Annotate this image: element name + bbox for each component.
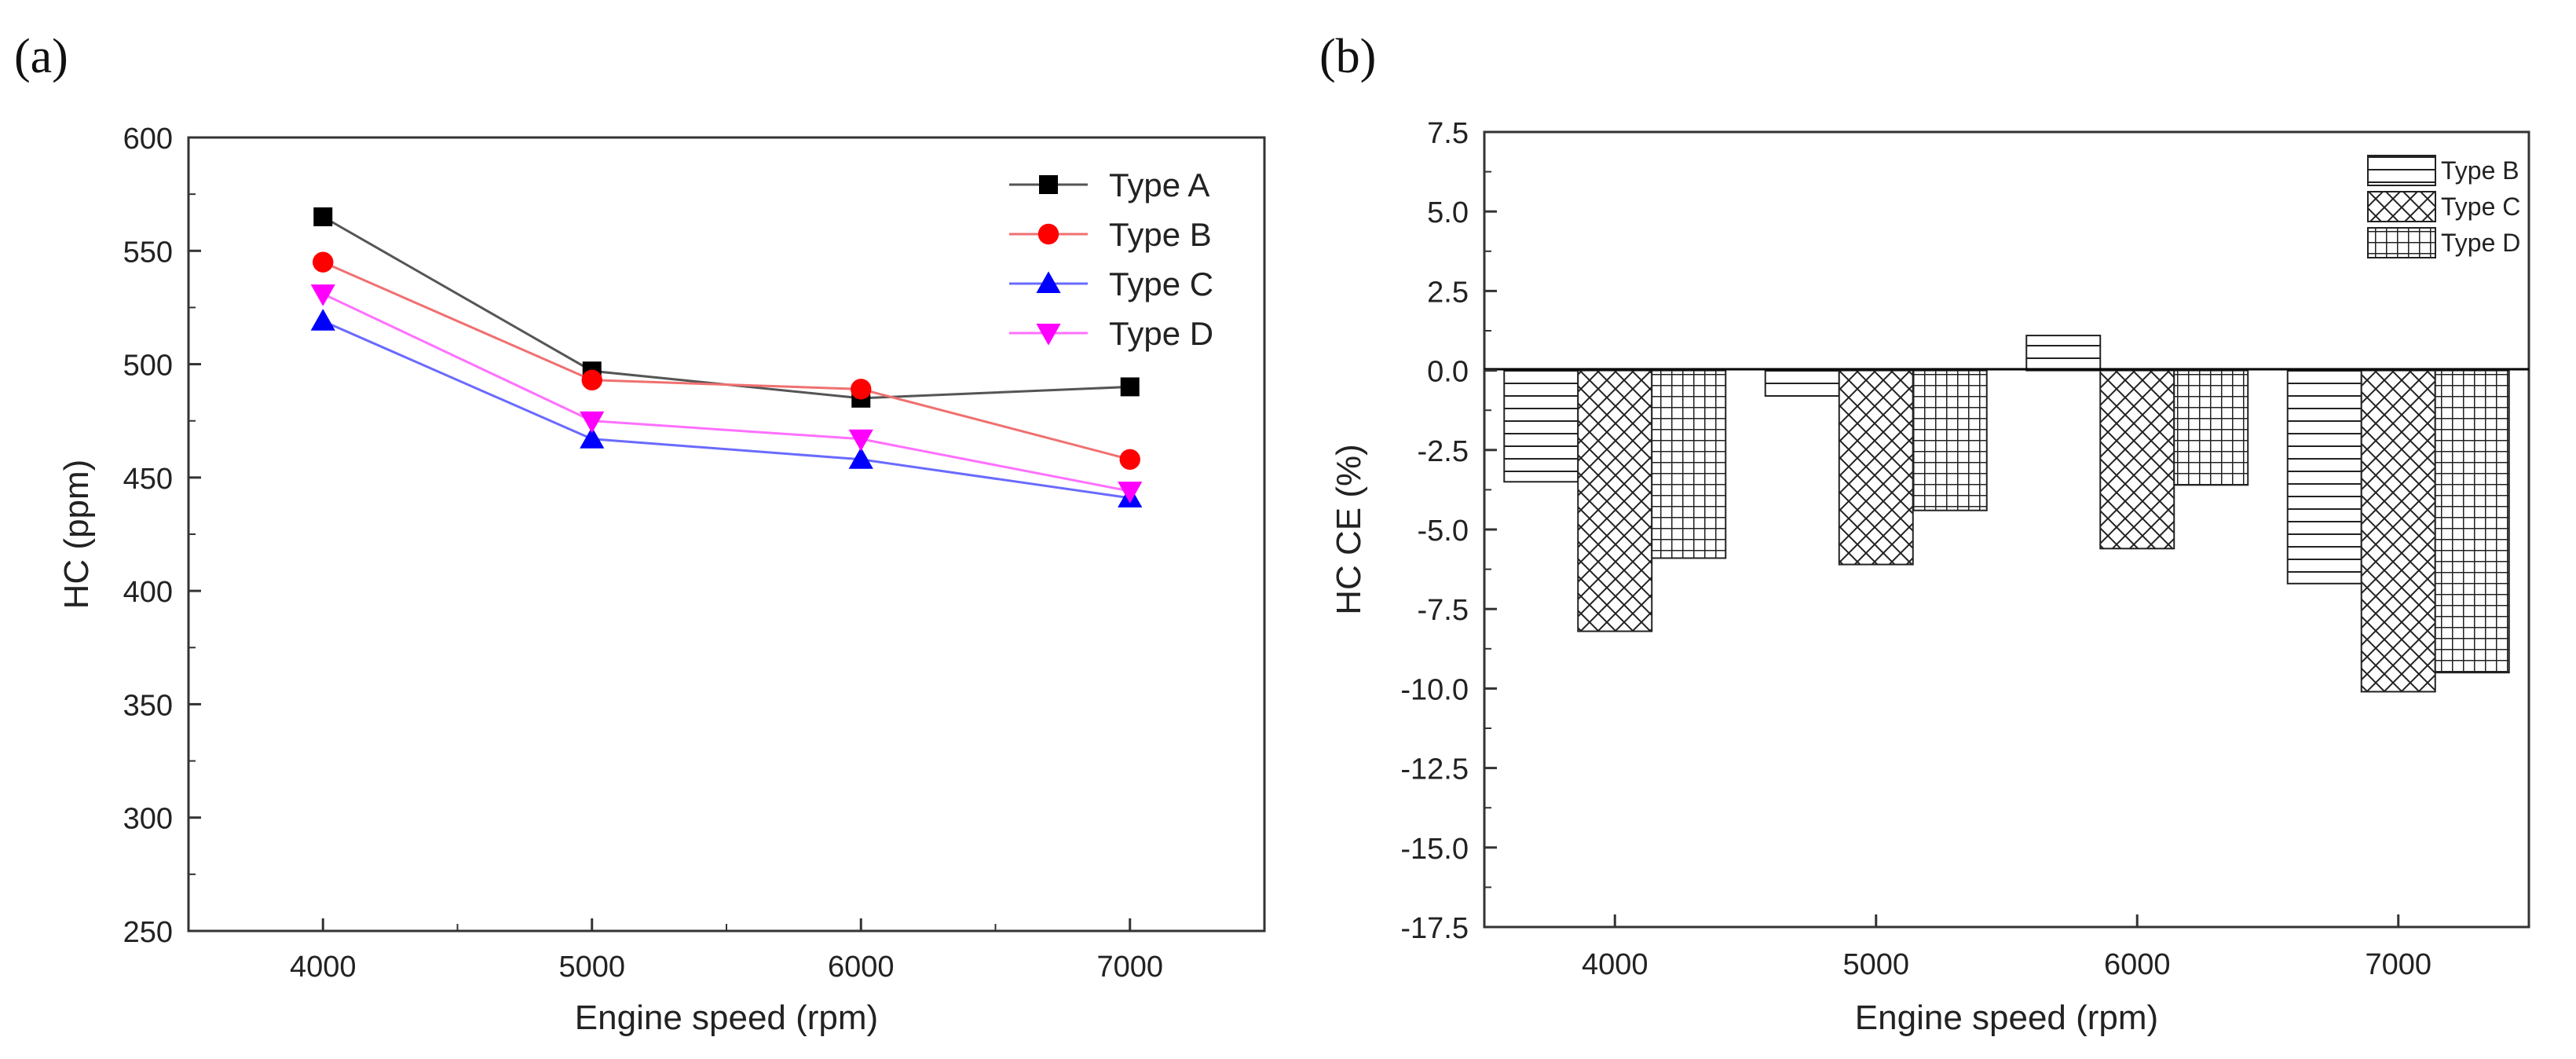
y-tick-label-b-1: 5.0 <box>1427 196 1469 229</box>
bar-1-0 <box>1764 369 1840 397</box>
legend-item-a-1: Type B <box>1009 216 1212 253</box>
legend-item-b-1: Type C <box>2367 191 2520 222</box>
y-tick-label-b-9: -15.0 <box>1400 833 1469 866</box>
data-point-a-1-0 <box>313 251 334 273</box>
y-tick-label-b-8: -12.5 <box>1400 753 1469 786</box>
data-point-a-2-0 <box>310 309 335 331</box>
x-tick-label-b-2: 6000 <box>2104 948 2171 981</box>
x-tick-label-b-3: 7000 <box>2365 948 2431 981</box>
bar-1-2 <box>1912 369 1988 511</box>
y-tick-label-b-4: -2.5 <box>1418 435 1469 468</box>
y-tick-label-a-6: 550 <box>123 236 173 269</box>
y-tick-label-a-5: 500 <box>123 350 173 383</box>
data-point-a-0-3 <box>1120 377 1140 397</box>
series-line-a-2 <box>322 320 1130 500</box>
y-tick-label-a-1: 300 <box>123 803 173 836</box>
legend-label-a-3: Type D <box>1109 315 1213 352</box>
data-point-a-2-2 <box>848 447 873 469</box>
x-tick-label-b-1: 5000 <box>1842 948 1909 981</box>
data-point-a-3-3 <box>1118 482 1143 504</box>
y-tick-label-b-3: 0.0 <box>1427 356 1469 389</box>
bar-1-1 <box>1838 369 1914 566</box>
data-point-a-0-0 <box>313 207 333 226</box>
x-tick-label-a-3: 7000 <box>1096 951 1163 984</box>
bar-2-1 <box>2099 369 2175 550</box>
bar-chart-panel-b: (b) 7.5 5.0 2.5 0.0 -2.5 -5.0 -7.5 -10.0 -12.5 -1… <box>1319 30 2530 1037</box>
series-a-0 <box>313 207 1140 408</box>
legend-label-a-0: Type A <box>1109 167 1209 203</box>
series-line-a-3 <box>322 292 1131 493</box>
data-point-a-3-0 <box>310 284 335 306</box>
x-axis-b: 4000 5000 6000 7000 <box>1582 914 2431 981</box>
legend-b: Type B Type C Type D <box>2367 155 2520 258</box>
y-tick-label-a-2: 350 <box>123 689 173 722</box>
x-axis-a: 4000 5000 6000 7000 <box>290 918 1163 984</box>
bar-0-2 <box>1651 369 1727 559</box>
series-line-a-0 <box>322 215 1130 400</box>
data-point-a-3-1 <box>580 411 605 434</box>
x-tick-label-a-1: 5000 <box>558 951 625 984</box>
y-tick-label-b-0: 7.5 <box>1427 117 1469 150</box>
y-tick-label-a-7: 600 <box>123 123 173 156</box>
panel-label-a: (a) <box>14 30 68 83</box>
bar-0-0 <box>1503 369 1579 483</box>
legend-marker-a-1 <box>1037 223 1059 245</box>
y-tick-label-b-7: -10.0 <box>1400 673 1469 706</box>
y-tick-label-b-6: -7.5 <box>1418 594 1469 627</box>
plot-area-a <box>187 136 1266 933</box>
legend-marker-a-0 <box>1039 175 1058 194</box>
bar-3-0 <box>2286 369 2362 584</box>
y-tick-label-b-10: -17.5 <box>1400 912 1469 945</box>
y-tick-label-a-0: 250 <box>123 916 173 949</box>
legend-item-b-2: Type D <box>2367 227 2520 258</box>
y-axis-b: 7.5 5.0 2.5 0.0 -2.5 -5.0 -7.5 -10.0 -12.5 -15.0 -… <box>1400 117 1497 945</box>
series-group-a <box>310 207 1143 508</box>
legend-marker-a-3 <box>1036 324 1061 346</box>
legend-swatch-b-2 <box>2367 227 2436 258</box>
bars-group-b <box>1503 335 2510 693</box>
series-line-a-1 <box>322 261 1131 461</box>
legend-label-b-1: Type C <box>2441 192 2520 221</box>
line-chart-panel-a: (a) 250 300 350 400 450 500 550 600 4000 5000 600… <box>14 30 1266 1037</box>
x-axis-label-b: Engine speed (rpm) <box>1855 999 2158 1037</box>
y-tick-label-a-4: 450 <box>123 463 173 496</box>
bar-3-1 <box>2360 369 2436 693</box>
series-a-3 <box>310 284 1143 504</box>
y-tick-label-a-3: 400 <box>123 576 173 609</box>
legend-label-b-0: Type B <box>2441 156 2519 185</box>
series-a-1 <box>313 251 1140 470</box>
legend-item-a-0: Type A <box>1009 167 1209 203</box>
y-axis-label-b: HC CE (%) <box>1330 444 1368 615</box>
panel-label-b: (b) <box>1319 30 1376 83</box>
legend-item-a-3: Type D <box>1009 315 1213 352</box>
legend-swatch-b-1 <box>2367 191 2436 222</box>
x-axis-label-a: Engine speed (rpm) <box>575 999 878 1037</box>
x-tick-label-b-0: 4000 <box>1582 948 1648 981</box>
legend-a: Type A Type B Type C Type D <box>1009 167 1213 352</box>
legend-label-a-1: Type B <box>1109 216 1212 253</box>
series-a-2 <box>310 309 1143 508</box>
y-axis-label-a: HC (ppm) <box>57 460 96 610</box>
bar-2-2 <box>2173 369 2249 486</box>
legend-swatch-b-0 <box>2367 155 2436 186</box>
y-tick-label-b-5: -5.0 <box>1418 515 1469 548</box>
bar-3-2 <box>2434 369 2510 674</box>
data-point-a-2-1 <box>580 427 605 449</box>
data-point-a-1-1 <box>581 369 602 390</box>
legend-label-a-2: Type C <box>1109 266 1213 302</box>
x-tick-label-a-2: 6000 <box>828 951 895 984</box>
bar-0-1 <box>1577 369 1653 632</box>
y-tick-label-b-2: 2.5 <box>1427 276 1469 309</box>
bar-2-0 <box>2025 335 2102 372</box>
legend-marker-a-2 <box>1036 271 1061 293</box>
legend-item-a-2: Type C <box>1009 266 1213 302</box>
legend-item-b-0: Type B <box>2367 155 2519 186</box>
data-point-a-1-3 <box>1119 449 1140 470</box>
data-point-a-3-2 <box>848 429 873 452</box>
x-tick-label-a-0: 4000 <box>290 951 357 984</box>
data-point-a-1-2 <box>851 379 872 400</box>
y-axis-a: 250 300 350 400 450 500 550 600 <box>123 123 201 949</box>
legend-label-b-2: Type D <box>2441 229 2520 257</box>
